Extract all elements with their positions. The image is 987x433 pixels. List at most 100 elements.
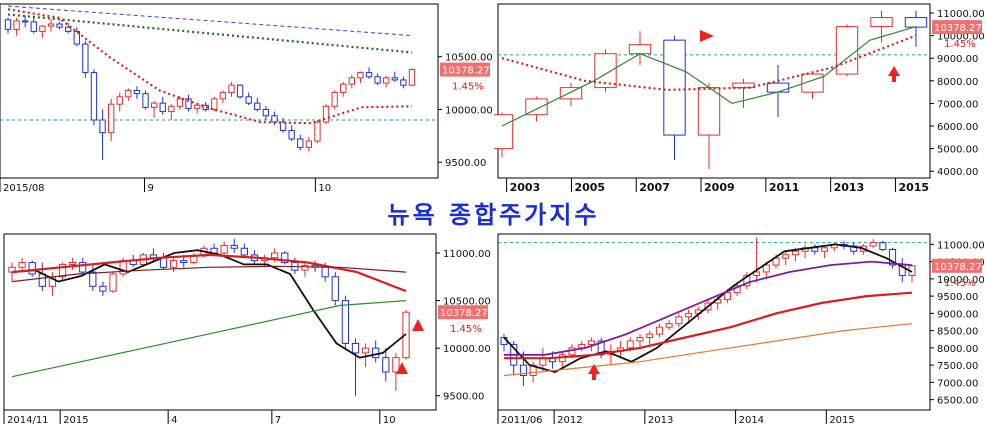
monthly-chart-svg: 11000.0010500.0010000.009500.009000.0085… xyxy=(497,233,985,426)
monthly-y-tick-label: 7500.00 xyxy=(937,361,978,372)
daily-candle-body xyxy=(13,20,20,30)
monthly-candle-body xyxy=(519,364,527,376)
daily-candle-body xyxy=(116,96,123,105)
yearly-x-tick-label: 2003 xyxy=(510,181,541,194)
daily-candle-body xyxy=(288,130,295,140)
monthly-plot-frame xyxy=(497,233,931,411)
weekly-candle-body xyxy=(170,260,178,268)
monthly-candle-body xyxy=(743,274,751,287)
daily-candle-body xyxy=(185,98,192,109)
up-arrow-icon xyxy=(588,364,600,380)
daily-candle-body xyxy=(90,72,98,121)
weekly-moving-average-maroon-solid xyxy=(11,265,407,283)
monthly-candle-body xyxy=(587,340,595,345)
monthly-candle-body xyxy=(685,312,693,318)
weekly-chart-svg: 11000.00 10500.00 10000.00 9500.00 10378.27 1… xyxy=(3,233,491,426)
monthly-moving-average-black-solid xyxy=(503,243,913,373)
daily-candle-body xyxy=(357,72,364,79)
daily-candle-body xyxy=(82,43,89,74)
daily-candle-body xyxy=(125,89,132,98)
yearly-candle-body xyxy=(494,114,514,150)
weekly-candle-body xyxy=(230,244,238,249)
daily-candle-body xyxy=(297,138,304,148)
weekly-candle-body xyxy=(79,262,87,273)
daily-change-label: 1.45% xyxy=(452,82,484,93)
monthly-x-tick-label: 2012 xyxy=(557,415,582,426)
daily-candle-body xyxy=(168,105,175,113)
weekly-moving-average-green-solid xyxy=(11,300,407,378)
monthly-candle-body xyxy=(791,250,799,256)
daily-candle-body xyxy=(211,98,218,110)
weekly-candle-body xyxy=(372,347,380,359)
yearly-moving-average-green-solid xyxy=(501,26,917,127)
weekly-candle-body xyxy=(240,247,248,256)
daily-candle-body xyxy=(279,121,287,132)
weekly-candle-body xyxy=(28,262,36,275)
daily-last-price-label: 10378.27 xyxy=(442,66,490,77)
daily-candle-body xyxy=(193,104,201,109)
yearly-candle-body xyxy=(628,44,652,55)
monthly-x-tick-label: 2015 xyxy=(829,415,854,426)
yearly-candle-body xyxy=(904,17,928,28)
yearly-candle-body xyxy=(766,82,790,93)
monthly-y-tick-label: 9000.00 xyxy=(937,309,978,320)
monthly-moving-average-red-solid xyxy=(504,291,913,360)
monthly-candle-body xyxy=(646,333,654,339)
up-arrow-icon xyxy=(412,319,424,331)
monthly-candle-body xyxy=(626,340,634,349)
weekly-candle-body xyxy=(331,276,339,302)
yearly-candle-body xyxy=(835,26,859,75)
yearly-x-tick-label: 2013 xyxy=(834,181,865,194)
daily-candle-body xyxy=(202,104,209,110)
daily-y-tick-label: 10500.00 xyxy=(445,53,493,64)
yearly-y-tick-label: 4000.00 xyxy=(937,167,978,178)
weekly-candle-body xyxy=(361,347,370,354)
weekly-candle-body xyxy=(89,271,97,287)
monthly-candle-body xyxy=(782,254,790,259)
weekly-chart-panel: 11000.00 10500.00 10000.00 9500.00 10378.27 1… xyxy=(0,230,494,433)
weekly-candle-body xyxy=(341,300,350,344)
monthly-moving-average-orange-solid xyxy=(503,323,913,377)
daily-candle-body xyxy=(133,89,141,95)
monthly-x-tick-label: 2011/06 xyxy=(501,415,543,426)
yearly-y-tick-label: 8000.00 xyxy=(937,77,978,88)
weekly-x-tick-label: 7 xyxy=(275,415,281,426)
daily-plot-frame xyxy=(0,3,439,179)
daily-candle-body xyxy=(400,79,407,86)
weekly-candle-body xyxy=(392,357,400,373)
daily-candle-body xyxy=(219,92,227,100)
weekly-y-tick-label: 11000.00 xyxy=(443,249,491,260)
yearly-last-price-label: 10378.27 xyxy=(934,23,982,34)
yearly-x-tick-label: 2005 xyxy=(574,181,605,194)
up-arrow-icon xyxy=(888,66,900,82)
daily-candle-body xyxy=(254,102,261,110)
daily-candle-body xyxy=(262,108,270,117)
yearly-y-tick-label: 9000.00 xyxy=(937,54,978,65)
yearly-x-tick-label: 2009 xyxy=(704,181,735,194)
weekly-candle-body xyxy=(68,262,77,265)
weekly-price-label-bg xyxy=(438,305,488,320)
daily-candle-body xyxy=(47,23,55,27)
yearly-y-tick-label: 7000.00 xyxy=(937,99,978,110)
daily-candle-body xyxy=(73,30,80,45)
weekly-candle-body xyxy=(58,263,67,278)
yearly-price-label-bg xyxy=(932,20,982,35)
chart-banner-title: 뉴욕 종합주가지수 xyxy=(387,200,600,229)
daily-candle-body xyxy=(271,115,278,123)
monthly-candle-body xyxy=(762,264,770,273)
weekly-candle-body xyxy=(301,264,309,271)
monthly-x-tick-label: 2013 xyxy=(648,415,673,426)
weekly-candle-body xyxy=(38,273,46,287)
weekly-y-tick-label: 10500.00 xyxy=(443,297,491,308)
yearly-change-label: 1.45% xyxy=(944,39,976,50)
daily-x-tick-label: 2015/08 xyxy=(3,183,45,194)
weekly-y-tick-label: 10000.00 xyxy=(443,344,491,355)
weekly-candle-body xyxy=(382,357,390,373)
daily-candle-body xyxy=(99,119,106,134)
monthly-y-tick-label: 8500.00 xyxy=(937,327,978,338)
yearly-chart-svg: 11000.00 10000.00 9000.00 8000.00 7000.00 600… xyxy=(494,3,985,194)
daily-chart-panel: 10500.00 10000.00 9500.00 10378.27 1.45% 2015… xyxy=(0,0,494,200)
weekly-last-price-label: 10378.27 xyxy=(440,308,488,319)
yearly-y-tick-label: 10000.00 xyxy=(937,32,985,43)
weekly-plot-frame xyxy=(3,233,437,411)
